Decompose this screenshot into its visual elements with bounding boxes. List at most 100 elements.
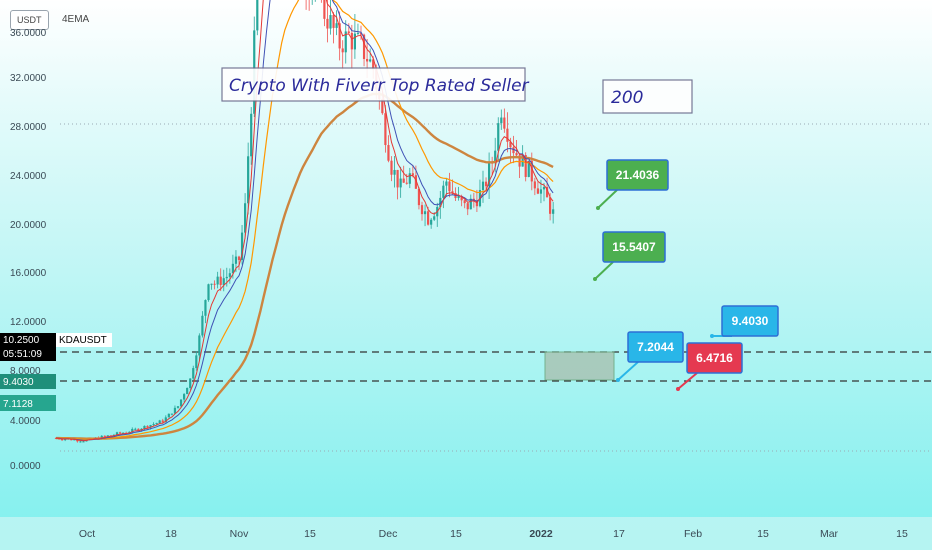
candle-body[interactable] (503, 117, 506, 129)
candle-body[interactable] (469, 198, 472, 210)
candle-body[interactable] (414, 175, 417, 189)
candle-body[interactable] (381, 98, 384, 114)
candle-body[interactable] (183, 394, 186, 400)
candle-body[interactable] (225, 276, 228, 279)
title-box[interactable] (221, 67, 526, 102)
candle-body[interactable] (539, 189, 543, 194)
candle-body[interactable] (170, 413, 173, 415)
candle-body[interactable] (64, 439, 67, 441)
callout-box[interactable] (627, 331, 684, 363)
candle-body[interactable] (362, 34, 366, 59)
candle-body[interactable] (231, 263, 234, 274)
candle-body[interactable] (219, 276, 222, 285)
candle-body[interactable] (549, 197, 552, 214)
candle-body[interactable] (515, 153, 518, 156)
candle-body[interactable] (250, 113, 253, 157)
candle-body[interactable] (411, 173, 414, 176)
candle-body[interactable] (350, 32, 353, 50)
indicator-label[interactable]: 4EMA (62, 14, 90, 25)
candle-body[interactable] (82, 441, 85, 443)
candle-body[interactable] (134, 428, 137, 430)
candle-body[interactable] (433, 216, 436, 220)
candle-body[interactable] (530, 160, 533, 182)
callout-box[interactable] (721, 305, 779, 337)
candle-body[interactable] (222, 278, 225, 285)
candle-body[interactable] (448, 181, 451, 192)
candle-body[interactable] (384, 113, 387, 146)
candle-body[interactable] (240, 232, 244, 261)
candle-body[interactable] (323, 0, 326, 19)
candle-body[interactable] (457, 196, 460, 199)
candle-body[interactable] (137, 428, 140, 431)
candle-body[interactable] (509, 141, 512, 148)
candle-body[interactable] (161, 420, 164, 423)
candle-body[interactable] (402, 178, 405, 183)
candle-body[interactable] (115, 432, 119, 435)
callout-box[interactable] (602, 231, 666, 263)
candle-body[interactable] (372, 59, 375, 70)
candle-body[interactable] (488, 162, 491, 187)
candle-body[interactable] (192, 368, 195, 379)
candle-body[interactable] (149, 425, 152, 428)
candle-body[interactable] (189, 378, 192, 388)
candle-body[interactable] (143, 425, 146, 429)
candle-body[interactable] (207, 284, 210, 301)
candle-body[interactable] (228, 273, 231, 277)
candle-body[interactable] (326, 18, 329, 29)
candle-body[interactable] (512, 147, 515, 154)
candle-body[interactable] (399, 178, 402, 188)
candle-body[interactable] (445, 181, 448, 186)
candle-body[interactable] (341, 48, 344, 53)
candle-body[interactable] (118, 432, 122, 434)
candle-body[interactable] (103, 435, 106, 437)
candle-body[interactable] (344, 31, 347, 53)
candle-body[interactable] (484, 181, 488, 187)
candle-body[interactable] (427, 211, 430, 225)
candle-body[interactable] (408, 173, 411, 184)
candle-body[interactable] (552, 209, 555, 214)
candle-body[interactable] (61, 439, 64, 441)
candle-body[interactable] (335, 23, 338, 28)
candle-body[interactable] (256, 0, 259, 31)
candle-body[interactable] (442, 185, 445, 198)
candle-body[interactable] (356, 32, 360, 34)
candle-body[interactable] (466, 203, 469, 210)
count-box[interactable] (602, 79, 693, 114)
candle-body[interactable] (176, 406, 180, 408)
candle-body[interactable] (439, 197, 442, 207)
candle-body[interactable] (524, 155, 527, 177)
candle-body[interactable] (164, 417, 167, 423)
candle-body[interactable] (338, 23, 341, 49)
candle-body[interactable] (420, 205, 424, 215)
candle-body[interactable] (237, 256, 241, 261)
candle-body[interactable] (545, 187, 549, 198)
candle-body[interactable] (158, 420, 161, 423)
candle-body[interactable] (405, 182, 408, 184)
candle-body[interactable] (155, 422, 158, 425)
candle-body[interactable] (198, 335, 201, 356)
candle-body[interactable] (204, 300, 207, 316)
candle-body[interactable] (430, 219, 433, 225)
candle-body[interactable] (497, 123, 500, 151)
candle-body[interactable] (247, 156, 250, 204)
candle-body[interactable] (186, 387, 189, 395)
candle-body[interactable] (387, 145, 390, 161)
candle-body[interactable] (542, 187, 546, 190)
candle-body[interactable] (366, 58, 369, 62)
candle-body[interactable] (353, 33, 356, 50)
candle-body[interactable] (506, 128, 509, 142)
candle-body[interactable] (201, 315, 204, 336)
candle-body[interactable] (463, 200, 466, 204)
candle-body[interactable] (173, 407, 177, 414)
candle-body[interactable] (244, 203, 247, 233)
candle-body[interactable] (179, 399, 183, 407)
candle-body[interactable] (533, 181, 536, 189)
candle-body[interactable] (536, 188, 539, 194)
candle-body[interactable] (500, 117, 503, 124)
candle-body[interactable] (494, 150, 497, 164)
candle-body[interactable] (527, 160, 530, 177)
candle-body[interactable] (234, 256, 238, 264)
candle-body[interactable] (393, 169, 396, 175)
candle-body[interactable] (152, 424, 155, 426)
